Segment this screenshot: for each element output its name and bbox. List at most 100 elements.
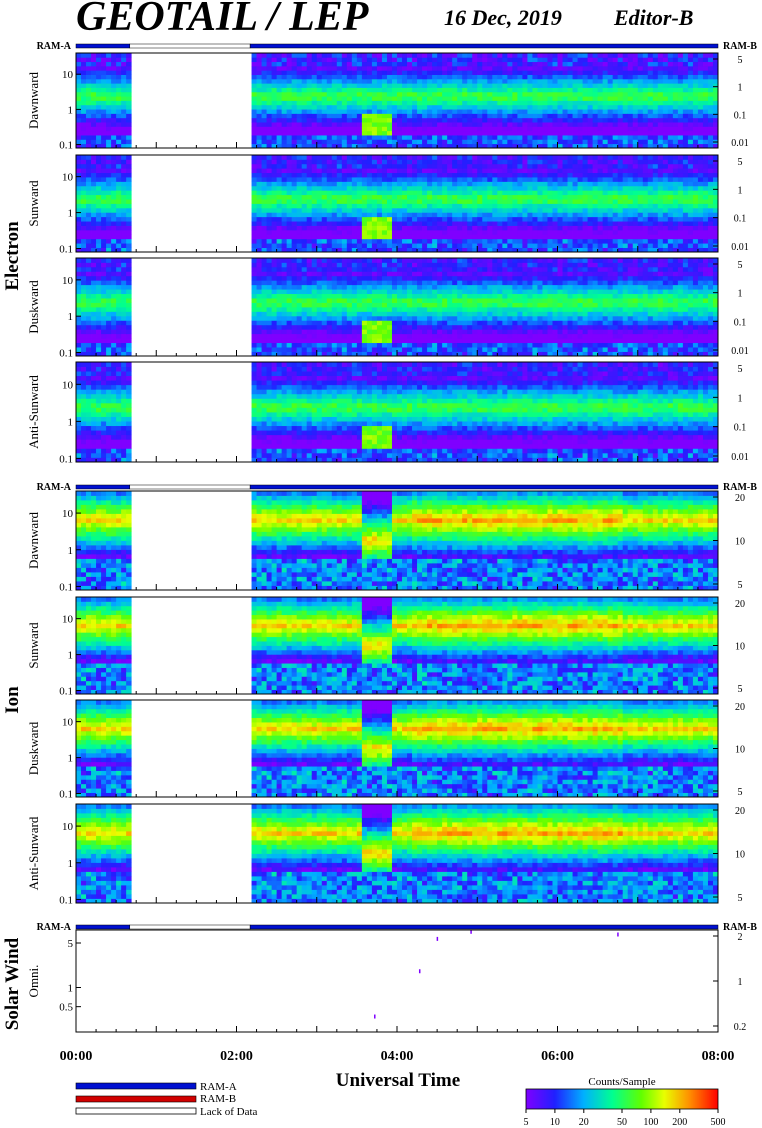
spectrogram-cell bbox=[492, 217, 497, 222]
spectrogram-cell bbox=[277, 195, 282, 200]
spectrogram-cell bbox=[297, 113, 302, 118]
spectrogram-cell bbox=[673, 92, 678, 97]
spectrogram-cell bbox=[392, 190, 397, 195]
spectrogram-cell bbox=[422, 226, 427, 231]
spectrogram-cell bbox=[417, 195, 422, 200]
spectrogram-cell bbox=[252, 173, 257, 178]
spectrogram-cell bbox=[407, 66, 412, 71]
spectrogram-cell bbox=[417, 239, 422, 244]
spectrogram-cell bbox=[287, 181, 292, 186]
spectrogram-cell bbox=[427, 96, 432, 101]
spectrogram-cell bbox=[593, 234, 598, 239]
spectrogram-cell bbox=[352, 212, 357, 217]
spectrogram-cell bbox=[623, 239, 628, 244]
spectrogram-cell bbox=[257, 122, 262, 127]
spectrogram-cell bbox=[623, 139, 628, 144]
spectrogram-cell bbox=[517, 173, 522, 178]
spectrogram-cell bbox=[267, 122, 272, 127]
spectrogram-cell bbox=[442, 221, 447, 226]
spectrogram-cell bbox=[452, 155, 457, 160]
spectrogram-cell bbox=[327, 212, 332, 217]
spectrogram-cell bbox=[302, 173, 307, 178]
spectrogram-cell bbox=[372, 168, 377, 173]
spectrogram-cell bbox=[552, 177, 557, 182]
spectrogram-cell bbox=[121, 334, 126, 339]
spectrogram-cell bbox=[708, 212, 713, 217]
spectrogram-cell bbox=[537, 221, 542, 226]
spectrogram-cell bbox=[432, 195, 437, 200]
spectrogram-cell bbox=[347, 105, 352, 110]
spectrogram-cell bbox=[688, 66, 693, 71]
spectrogram-cell bbox=[437, 186, 442, 191]
spectrogram-cell bbox=[337, 186, 342, 191]
spectrogram-cell bbox=[693, 164, 698, 169]
spectrogram-cell bbox=[683, 96, 688, 101]
spectrogram-cell bbox=[282, 195, 287, 200]
spectrogram-cell bbox=[307, 199, 312, 204]
spectrogram-cell bbox=[377, 212, 382, 217]
spectrogram-cell bbox=[337, 122, 342, 127]
spectrogram-cell bbox=[618, 118, 623, 123]
spectrogram-cell bbox=[668, 92, 673, 97]
spectrogram-cell bbox=[367, 131, 372, 136]
spectrogram-cell bbox=[492, 181, 497, 186]
spectrogram-cell bbox=[252, 199, 257, 204]
spectrogram-cell bbox=[442, 234, 447, 239]
spectrogram-cell bbox=[302, 53, 307, 58]
spectrogram-cell bbox=[638, 53, 643, 58]
spectrogram-cell bbox=[472, 70, 477, 75]
spectrogram-cell bbox=[387, 122, 392, 127]
right-tick-label: 0.01 bbox=[731, 242, 749, 253]
spectrogram-cell bbox=[312, 126, 317, 131]
spectrogram-cell bbox=[688, 139, 693, 144]
spectrogram-cell bbox=[392, 230, 397, 235]
spectrogram-cell bbox=[703, 135, 708, 140]
spectrogram-cell bbox=[522, 62, 527, 67]
spectrogram-cell bbox=[121, 258, 126, 263]
spectrogram-cell bbox=[96, 230, 101, 235]
spectrogram-cell bbox=[613, 195, 618, 200]
spectrogram-cell bbox=[96, 267, 101, 272]
spectrogram-cell bbox=[507, 195, 512, 200]
spectrogram-cell bbox=[593, 155, 598, 160]
spectrogram-cell bbox=[367, 221, 372, 226]
spectrogram-cell bbox=[342, 135, 347, 140]
spectrogram-cell bbox=[91, 186, 96, 191]
spectrogram-cell bbox=[407, 204, 412, 209]
spectrogram-cell bbox=[91, 122, 96, 127]
spectrogram-cell bbox=[101, 186, 106, 191]
spectrogram-cell bbox=[507, 243, 512, 248]
spectrogram-cell bbox=[638, 131, 643, 136]
spectrogram-cell bbox=[613, 101, 618, 106]
spectrogram-cell bbox=[447, 126, 452, 131]
spectrogram-cell bbox=[668, 177, 673, 182]
spectrogram-cell bbox=[472, 57, 477, 62]
spectrogram-cell bbox=[658, 135, 663, 140]
spectrogram-cell bbox=[111, 226, 116, 231]
spectrogram-cell bbox=[287, 118, 292, 123]
spectrogram-cell bbox=[272, 92, 277, 97]
spectrogram-cell bbox=[547, 177, 552, 182]
spectrogram-cell bbox=[322, 75, 327, 80]
spectrogram-cell bbox=[618, 195, 623, 200]
spectrogram-cell bbox=[688, 101, 693, 106]
spectrogram-cell bbox=[698, 199, 703, 204]
spectrogram-cell bbox=[121, 168, 126, 173]
spectrogram-cell bbox=[317, 217, 322, 222]
spectrogram-cell bbox=[357, 135, 362, 140]
spectrogram-cell bbox=[382, 88, 387, 93]
spectrogram-cell bbox=[588, 226, 593, 231]
spectrogram-cell bbox=[126, 195, 131, 200]
spectrogram-cell bbox=[638, 113, 643, 118]
spectrogram-cell bbox=[412, 204, 417, 209]
spectrogram-cell bbox=[593, 164, 598, 169]
spectrogram-cell bbox=[272, 212, 277, 217]
spectrogram-cell bbox=[86, 347, 91, 352]
spectrogram-cell bbox=[547, 92, 552, 97]
spectrogram-cell bbox=[542, 113, 547, 118]
spectrogram-cell bbox=[407, 101, 412, 106]
spectrogram-cell bbox=[392, 113, 397, 118]
spectrogram-cell bbox=[452, 79, 457, 84]
spectrogram-cell bbox=[613, 212, 618, 217]
spectrogram-cell bbox=[502, 234, 507, 239]
